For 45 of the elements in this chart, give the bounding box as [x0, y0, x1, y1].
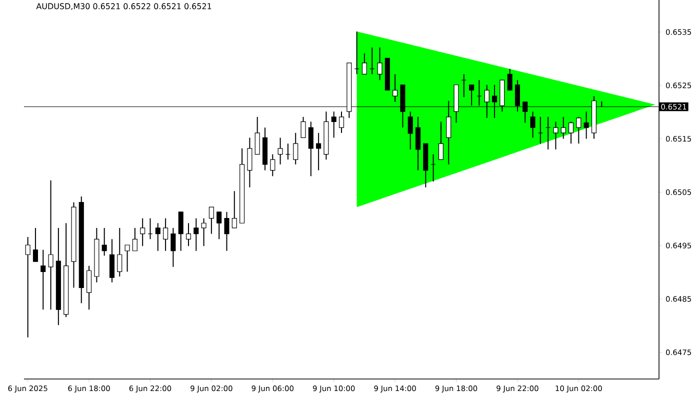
candlestick	[560, 116, 566, 140]
candlestick	[124, 244, 130, 272]
candlestick	[254, 116, 260, 155]
candlestick	[194, 218, 199, 252]
candlestick	[232, 190, 237, 228]
candlestick	[155, 222, 160, 252]
candlestick	[392, 74, 398, 102]
candlestick	[584, 111, 589, 140]
candlestick	[186, 222, 192, 247]
candlestick	[170, 227, 176, 268]
candlestick	[178, 211, 184, 252]
candlestick	[208, 206, 214, 234]
candlestick	[86, 265, 92, 310]
candlestick	[48, 180, 54, 310]
candlestick	[270, 154, 276, 177]
candlestick	[109, 238, 115, 283]
candlestick	[300, 116, 306, 138]
candlestick	[224, 211, 230, 252]
candlestick	[308, 121, 314, 177]
candlestick	[316, 132, 322, 171]
candlestick	[278, 137, 283, 165]
candlestick	[576, 116, 582, 144]
candlestick	[362, 52, 367, 75]
candlestick	[102, 227, 107, 256]
candlestick	[216, 211, 222, 240]
candlestick	[293, 132, 298, 165]
candlestick	[247, 137, 252, 188]
candlestick	[132, 227, 138, 252]
candlestick	[25, 236, 30, 338]
candlestick	[415, 116, 421, 171]
candlestick	[507, 68, 512, 91]
candlestick	[140, 218, 146, 247]
candlestick	[377, 47, 382, 81]
candlestick	[331, 111, 336, 138]
candlestick	[32, 227, 38, 262]
candlestick	[568, 121, 574, 144]
candlestick	[201, 218, 206, 247]
candlestick	[338, 111, 344, 134]
candlestick	[40, 249, 46, 310]
candlestick	[408, 111, 413, 150]
candlestick	[530, 111, 536, 138]
candlestick	[163, 218, 168, 252]
candlestick	[117, 227, 122, 278]
candlestick	[553, 121, 558, 150]
candlestick	[438, 121, 444, 160]
